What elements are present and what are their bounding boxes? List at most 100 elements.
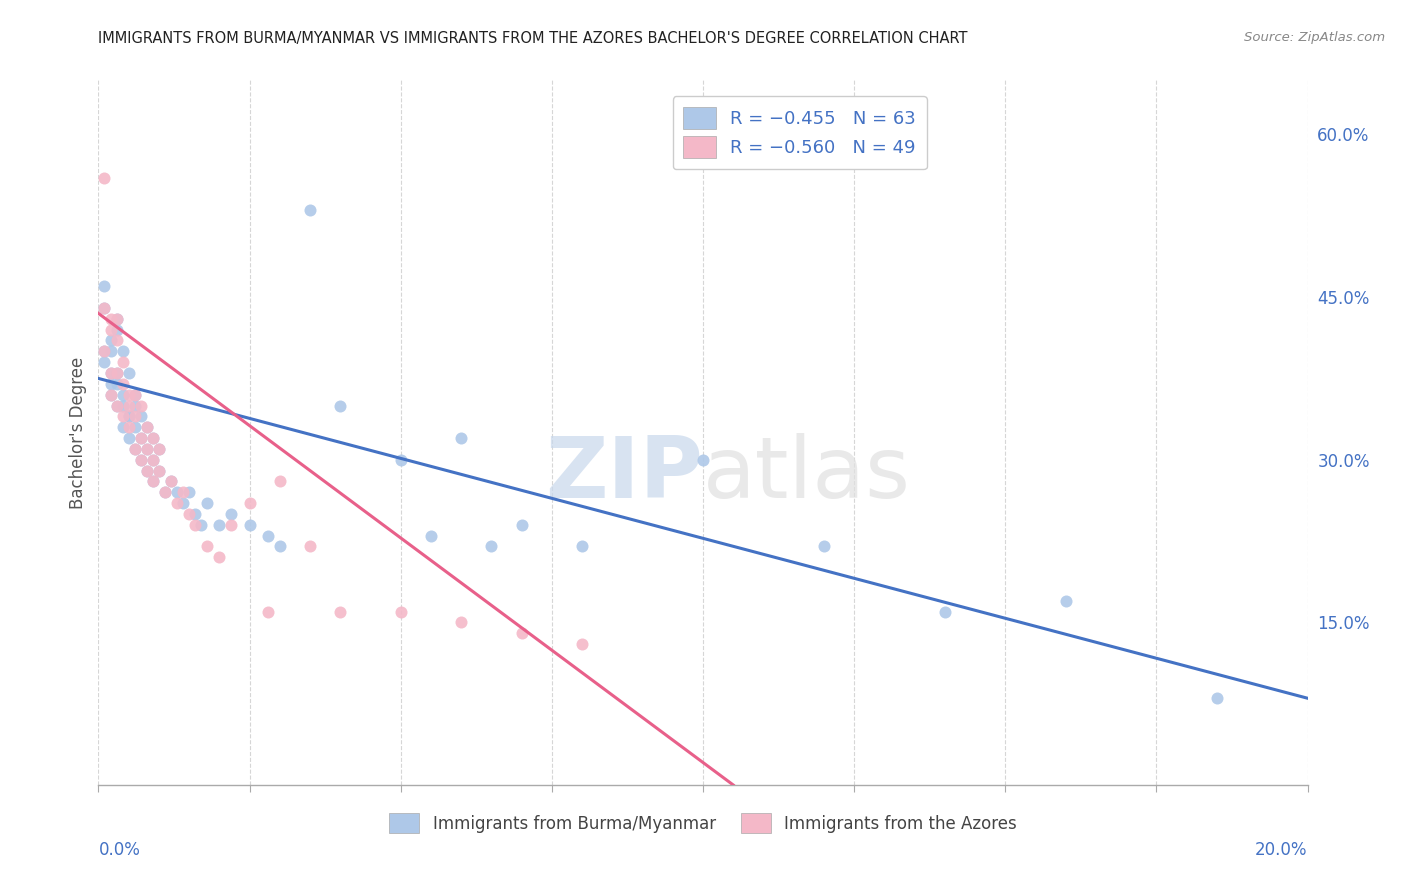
Point bbox=[111, 420, 134, 434]
Point bbox=[105, 399, 128, 413]
Point bbox=[118, 387, 141, 401]
Point bbox=[510, 517, 533, 532]
Point bbox=[93, 355, 115, 369]
Point bbox=[692, 452, 714, 467]
Point bbox=[105, 323, 128, 337]
Point bbox=[100, 323, 122, 337]
Point bbox=[153, 485, 176, 500]
Point bbox=[934, 605, 956, 619]
Point bbox=[571, 540, 593, 554]
Point bbox=[105, 366, 128, 380]
Point bbox=[299, 540, 322, 554]
Point bbox=[269, 475, 291, 489]
Point bbox=[142, 475, 165, 489]
Point bbox=[142, 475, 165, 489]
Point bbox=[208, 550, 231, 565]
Point bbox=[153, 485, 176, 500]
Point bbox=[111, 344, 134, 359]
Point bbox=[124, 409, 146, 424]
Point bbox=[129, 452, 152, 467]
Point bbox=[135, 442, 157, 456]
Point bbox=[111, 409, 134, 424]
Point bbox=[510, 626, 533, 640]
Point bbox=[256, 605, 278, 619]
Point bbox=[118, 409, 141, 424]
Point bbox=[135, 464, 157, 478]
Point bbox=[239, 517, 262, 532]
Point bbox=[105, 311, 128, 326]
Point bbox=[148, 464, 170, 478]
Point bbox=[420, 528, 443, 542]
Point bbox=[450, 615, 472, 630]
Point bbox=[172, 496, 194, 510]
Point bbox=[179, 507, 201, 521]
Point bbox=[389, 452, 412, 467]
Point bbox=[118, 366, 141, 380]
Legend: Immigrants from Burma/Myanmar, Immigrants from the Azores: Immigrants from Burma/Myanmar, Immigrant… bbox=[382, 806, 1024, 840]
Text: 20.0%: 20.0% bbox=[1256, 841, 1308, 859]
Point bbox=[118, 420, 141, 434]
Point bbox=[269, 540, 291, 554]
Point bbox=[239, 496, 262, 510]
Point bbox=[118, 399, 141, 413]
Point bbox=[105, 399, 128, 413]
Point bbox=[571, 637, 593, 651]
Point bbox=[195, 540, 218, 554]
Point bbox=[184, 507, 207, 521]
Point bbox=[142, 452, 165, 467]
Point bbox=[221, 517, 243, 532]
Point bbox=[118, 431, 141, 445]
Point bbox=[160, 475, 183, 489]
Point bbox=[100, 344, 122, 359]
Point bbox=[221, 507, 243, 521]
Point bbox=[813, 540, 835, 554]
Point bbox=[142, 431, 165, 445]
Point bbox=[100, 387, 122, 401]
Point bbox=[129, 409, 152, 424]
Text: IMMIGRANTS FROM BURMA/MYANMAR VS IMMIGRANTS FROM THE AZORES BACHELOR'S DEGREE CO: IMMIGRANTS FROM BURMA/MYANMAR VS IMMIGRA… bbox=[98, 31, 967, 46]
Point bbox=[118, 409, 141, 424]
Point bbox=[100, 366, 122, 380]
Point bbox=[329, 605, 352, 619]
Point bbox=[124, 387, 146, 401]
Text: Source: ZipAtlas.com: Source: ZipAtlas.com bbox=[1244, 31, 1385, 45]
Point bbox=[100, 376, 122, 391]
Point bbox=[129, 399, 152, 413]
Point bbox=[135, 442, 157, 456]
Point bbox=[135, 420, 157, 434]
Point bbox=[195, 496, 218, 510]
Point bbox=[160, 475, 183, 489]
Point bbox=[142, 431, 165, 445]
Point bbox=[172, 485, 194, 500]
Point bbox=[1206, 691, 1229, 706]
Point bbox=[111, 355, 134, 369]
Point bbox=[124, 399, 146, 413]
Text: atlas: atlas bbox=[703, 434, 911, 516]
Point bbox=[105, 366, 128, 380]
Point bbox=[124, 387, 146, 401]
Point bbox=[329, 399, 352, 413]
Point bbox=[93, 301, 115, 315]
Y-axis label: Bachelor's Degree: Bachelor's Degree bbox=[69, 357, 87, 508]
Point bbox=[100, 334, 122, 348]
Point bbox=[135, 420, 157, 434]
Point bbox=[105, 311, 128, 326]
Point bbox=[129, 452, 152, 467]
Point bbox=[105, 376, 128, 391]
Point bbox=[100, 366, 122, 380]
Point bbox=[208, 517, 231, 532]
Point bbox=[100, 311, 122, 326]
Point bbox=[93, 301, 115, 315]
Point bbox=[184, 517, 207, 532]
Point bbox=[111, 399, 134, 413]
Point bbox=[111, 376, 134, 391]
Point bbox=[135, 464, 157, 478]
Point bbox=[124, 442, 146, 456]
Text: ZIP: ZIP bbox=[546, 434, 703, 516]
Point bbox=[389, 605, 412, 619]
Point bbox=[124, 420, 146, 434]
Point bbox=[142, 452, 165, 467]
Point bbox=[1054, 593, 1077, 607]
Point bbox=[166, 496, 188, 510]
Point bbox=[93, 279, 115, 293]
